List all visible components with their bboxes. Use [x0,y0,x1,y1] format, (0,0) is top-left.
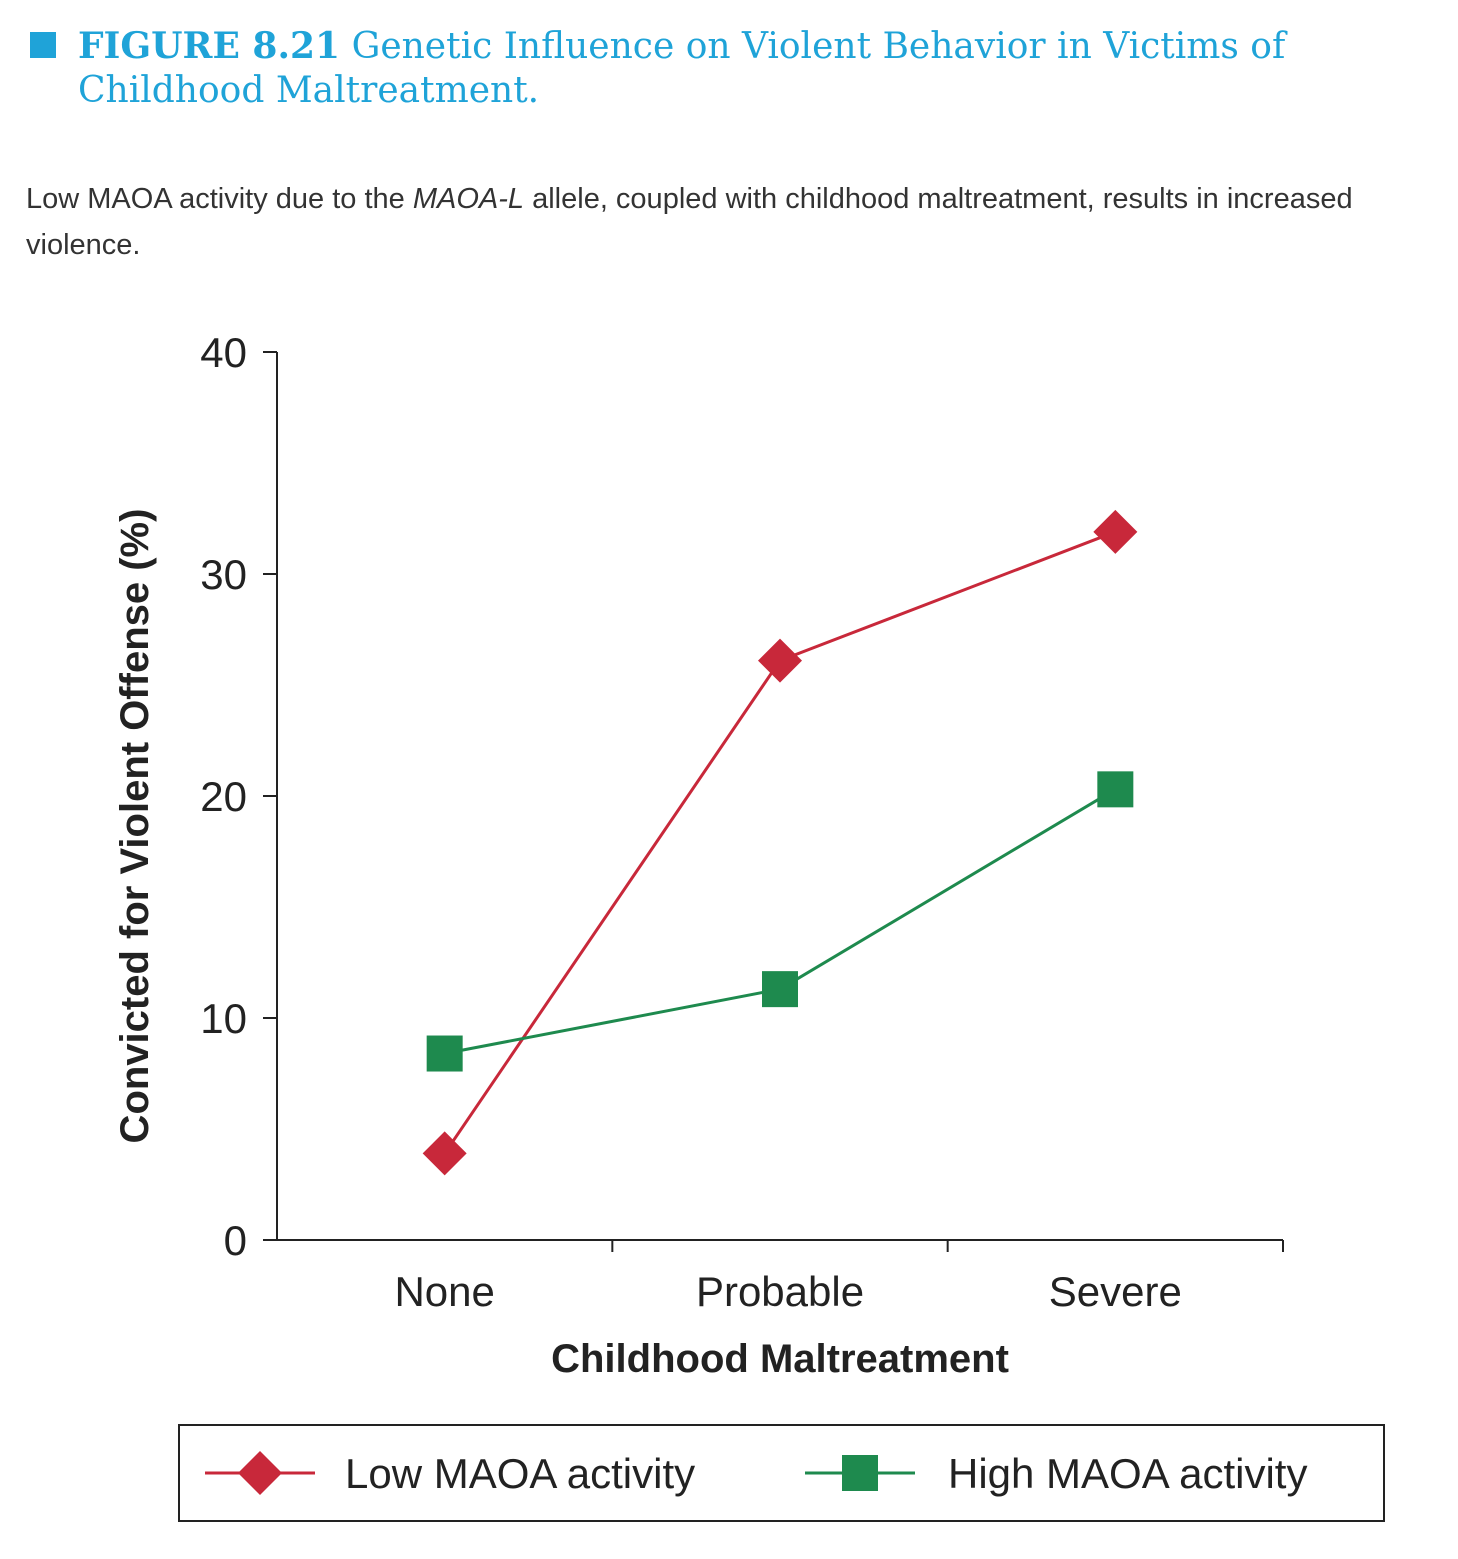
figure-header: FIGURE 8.21 Genetic Influence on Violent… [30,24,1430,113]
high-maoa-activity-point [762,971,798,1008]
high-maoa-activity-point [1097,771,1134,808]
low-maoa-activity-point [758,638,802,683]
y-tick-label: 10 [200,995,247,1042]
low-maoa-activity-point [422,1131,467,1176]
high-maoa-activity-line [444,788,1117,1055]
high-maoa-activity-point [426,1035,463,1072]
figure-title: Genetic Influence on Violent Behavior in… [78,26,1286,111]
y-tick-label: 20 [200,773,247,820]
y-tick-label: 40 [200,329,247,376]
x-axis-title: Childhood Maltreatment [551,1337,1009,1381]
y-axis-title: Convicted for Violent Offense (%) [113,509,157,1144]
legend-high-maoa-activity-label: High MAOA activity [948,1450,1307,1497]
legend-high-maoa-activity-marker [842,1455,878,1491]
figure-label: FIGURE 8.21 [78,25,341,67]
legend-low-maoa-activity-label: Low MAOA activity [345,1450,695,1497]
legend-box [178,1424,1385,1522]
low-maoa-activity-line [443,530,1116,1155]
figure-caption: Low MAOA activity due to the MAOA-L alle… [26,176,1446,268]
y-tick-label: 30 [200,551,247,598]
x-tick-label: Severe [1049,1268,1182,1315]
caption-text-end: allele, coupled with childhood maltreatm… [26,183,1353,261]
caption-italic-gene: MAOA-L [412,183,525,215]
caption-text-start: Low MAOA activity due to the [26,183,413,215]
legend-low-maoa-activity-marker [238,1451,282,1495]
x-tick-label: Probable [696,1268,864,1315]
figure-square-icon [30,32,56,58]
figure-heading: FIGURE 8.21 Genetic Influence on Violent… [78,24,1430,113]
x-tick-label: None [394,1268,494,1315]
y-tick-label: 0 [224,1217,247,1264]
low-maoa-activity-point [1093,509,1138,554]
